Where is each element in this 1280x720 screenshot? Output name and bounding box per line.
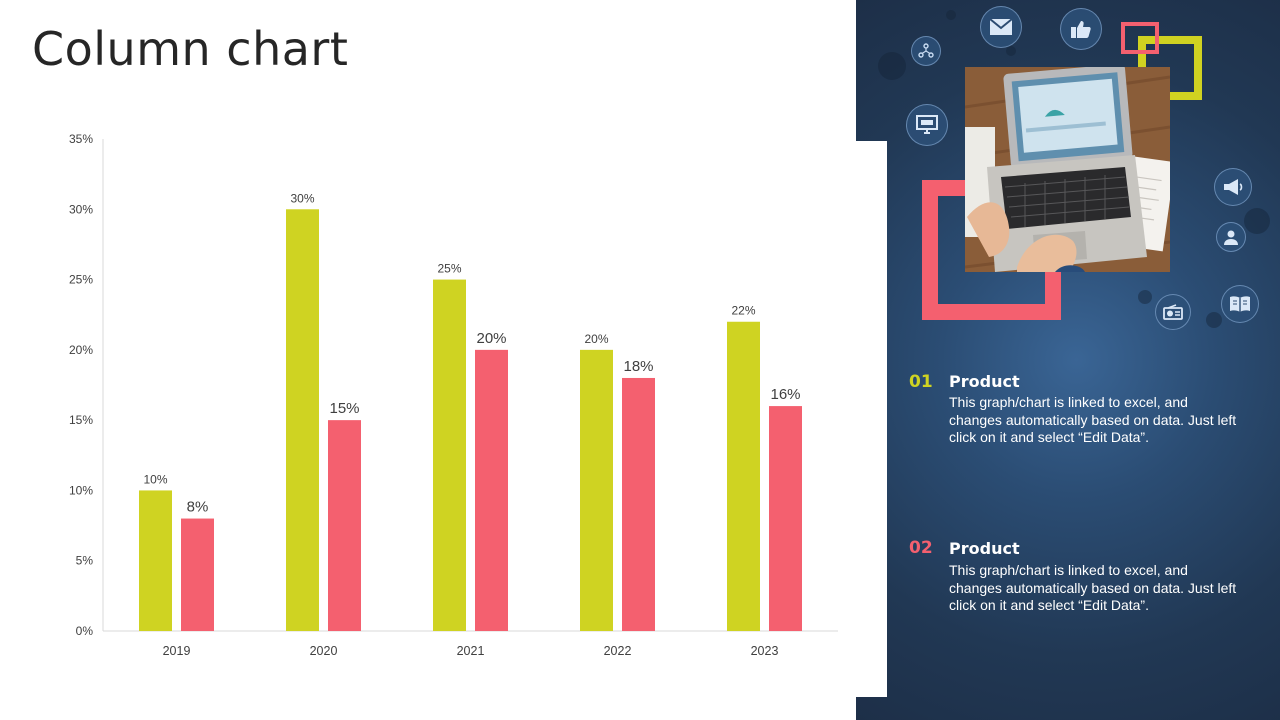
monitor-icon <box>906 104 948 146</box>
series-b-bar-2019 <box>181 518 214 631</box>
data-label: 30% <box>290 191 314 205</box>
series-a-bar-2022 <box>580 349 613 631</box>
y-tick-label: 15% <box>69 413 93 427</box>
x-tick-label: 2022 <box>604 644 632 658</box>
laptop-photo <box>965 67 1170 272</box>
y-tick-label: 25% <box>69 273 93 287</box>
network-icon <box>911 36 941 66</box>
series-a-bar-2021 <box>433 279 466 631</box>
y-tick-label: 0% <box>76 624 94 638</box>
column-chart: 0% 5% 10% 15% 20% 25% 30% 35% 2019 10% 8% 2020 30% 15… <box>69 132 838 658</box>
data-label: 20% <box>476 330 506 347</box>
data-label: 18% <box>623 358 653 375</box>
x-tick-label: 2019 <box>163 644 191 658</box>
legend-text-2: This graph/chart is linked to excel, and… <box>949 562 1237 613</box>
data-label: 22% <box>731 304 755 318</box>
series-b-bar-2023 <box>769 406 802 631</box>
megaphone-icon <box>1214 168 1252 206</box>
x-tick-label: 2023 <box>751 644 779 658</box>
email-icon <box>980 6 1022 48</box>
legend-text-1: This graph/chart is linked to excel, and… <box>949 394 1237 445</box>
legend-number-1: 01 <box>909 372 933 392</box>
y-tick-label: 10% <box>69 483 93 497</box>
user-icon <box>1216 222 1246 252</box>
y-tick-label: 35% <box>69 132 93 146</box>
y-tick-label: 20% <box>69 343 93 357</box>
x-tick-label: 2021 <box>457 644 485 658</box>
data-label: 16% <box>770 386 800 403</box>
decor-square-pink-small <box>1121 22 1159 54</box>
series-a-bar-2019 <box>139 490 172 631</box>
radio-icon <box>1155 294 1191 330</box>
series-b-bar-2020 <box>328 420 361 631</box>
page-title: Column chart <box>32 22 349 76</box>
legend-heading-2: Product <box>949 539 1020 558</box>
legend-number-2: 02 <box>909 538 933 558</box>
data-label: 8% <box>187 499 209 516</box>
data-label: 25% <box>437 262 461 276</box>
y-tick-label: 5% <box>76 554 94 568</box>
series-b-bar-2021 <box>475 349 508 631</box>
y-tick-label: 30% <box>69 202 93 216</box>
series-a-bar-2023 <box>727 321 760 631</box>
series-a-bar-2020 <box>286 209 319 632</box>
data-label: 15% <box>329 400 359 417</box>
x-tick-label: 2020 <box>310 644 338 658</box>
book-icon <box>1221 285 1259 323</box>
data-label: 10% <box>143 472 167 486</box>
panel-tab <box>856 141 887 697</box>
series-b-bar-2022 <box>622 377 655 631</box>
data-label: 20% <box>584 332 608 346</box>
thumbs-up-icon <box>1060 8 1102 50</box>
legend-heading-1: Product <box>949 372 1020 391</box>
